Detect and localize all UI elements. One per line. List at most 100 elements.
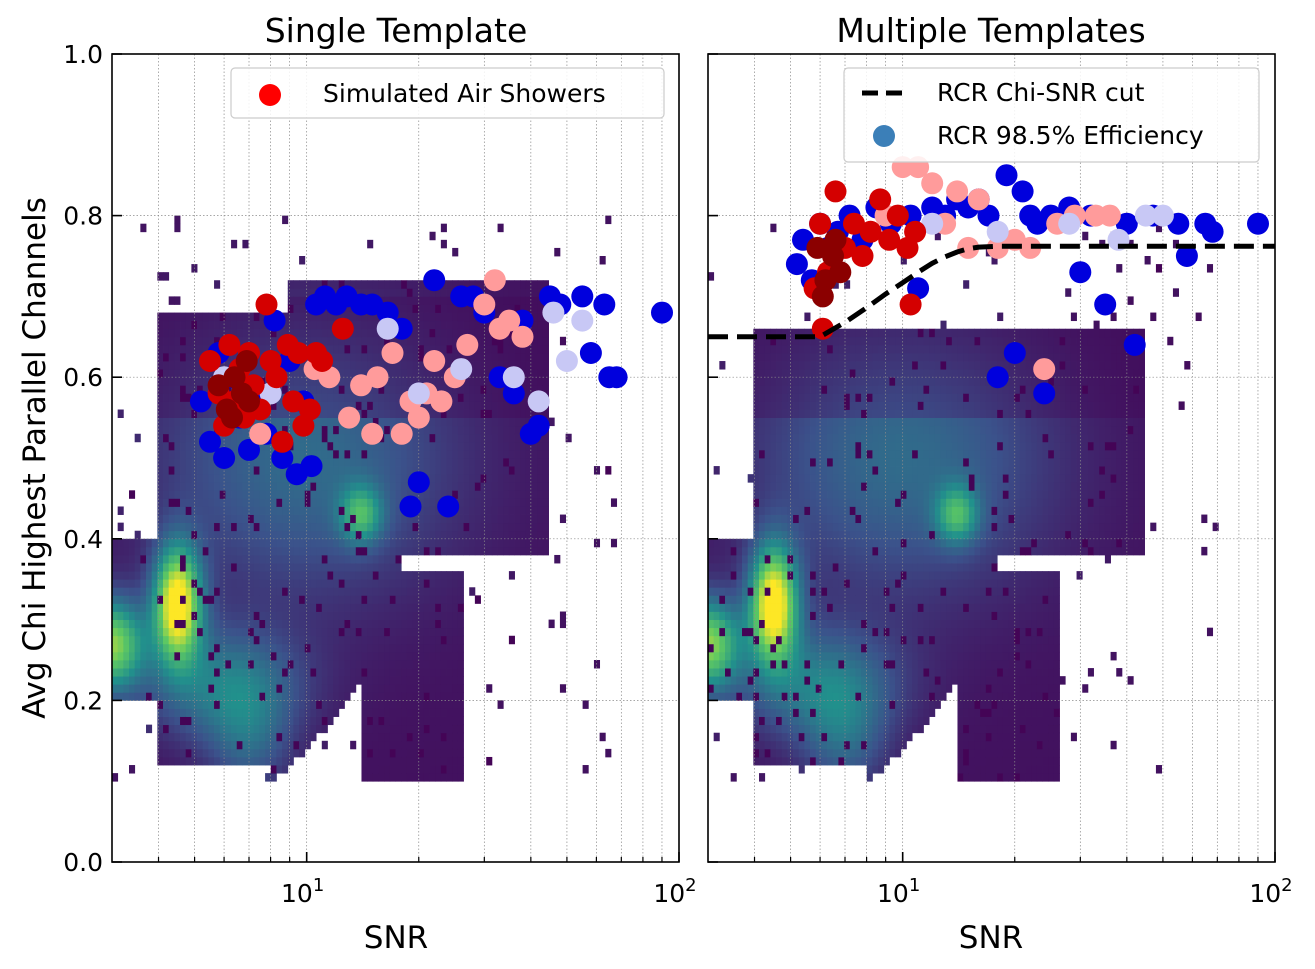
heatmap-cell — [378, 748, 385, 758]
heatmap-cell — [265, 595, 272, 604]
heatmap-cell — [832, 490, 839, 499]
heatmap-cell — [514, 425, 521, 435]
heatmap-cell — [429, 312, 436, 322]
data-point — [651, 301, 673, 324]
heatmap-cell — [259, 458, 266, 467]
heatmap-cell — [747, 676, 754, 685]
heatmap-cell — [197, 385, 204, 394]
heatmap-cell — [327, 530, 334, 540]
heatmap-cell — [276, 619, 283, 629]
heatmap-cell — [304, 385, 311, 394]
heatmap-cell — [753, 506, 760, 515]
heatmap-cell — [793, 498, 800, 507]
heatmap-cell — [418, 692, 425, 701]
heatmap-cell — [412, 748, 419, 758]
heatmap-cell — [112, 587, 119, 596]
heatmap-cell — [208, 498, 215, 507]
heatmap-cell — [708, 611, 715, 620]
heatmap-cell — [197, 635, 204, 645]
heatmap-cell — [821, 684, 828, 693]
heatmap-cell — [304, 732, 311, 742]
heatmap-cell — [480, 401, 487, 410]
heatmap-cell — [202, 651, 209, 661]
heatmap-cell — [764, 530, 771, 540]
panel-multiple-templates: Multiple Templates 101 102 SNR RCR Chi-SN… — [707, 11, 1293, 956]
heatmap-cell — [446, 668, 453, 677]
heatmap-cell — [287, 676, 294, 685]
heatmap-cell — [236, 668, 243, 677]
heatmap-cell — [293, 409, 300, 418]
heatmap-cell — [208, 700, 215, 709]
heatmap-cell — [151, 587, 158, 596]
heatmap-cell — [753, 668, 760, 677]
heatmap-cell — [753, 579, 760, 588]
heatmap-cell — [157, 336, 164, 346]
heatmap-cell — [197, 740, 204, 750]
heatmap-cell — [815, 409, 822, 418]
heatmap-cell — [486, 352, 493, 362]
heatmap-cell — [253, 627, 260, 637]
heatmap-cell — [259, 320, 266, 330]
heatmap-cell — [821, 482, 828, 491]
heatmap-cell — [742, 563, 749, 572]
heatmap-cell — [157, 482, 164, 491]
heatmap-cell — [287, 627, 294, 637]
heatmap-cell — [197, 458, 204, 467]
heatmap-cell — [838, 724, 845, 734]
heatmap-cell — [827, 514, 834, 524]
heatmap-cell — [219, 660, 226, 669]
heatmap-cell — [208, 474, 215, 483]
heatmap-cell — [197, 684, 204, 693]
heatmap-cell — [810, 724, 817, 734]
heatmap-cell — [491, 344, 498, 354]
heatmap-cell — [776, 643, 783, 653]
heatmap-cell — [440, 530, 447, 540]
heatmap-cell — [253, 643, 260, 653]
heatmap-cell — [253, 538, 260, 548]
heatmap-cell — [344, 603, 351, 612]
heatmap-cell — [367, 563, 374, 572]
heatmap-cell — [185, 312, 192, 322]
heatmap-cell — [333, 595, 340, 604]
heatmap-cell — [395, 538, 402, 548]
heatmap-cell — [384, 708, 391, 717]
heatmap-cell — [202, 579, 209, 588]
heatmap-cell — [242, 595, 249, 604]
heatmap-cell — [248, 619, 255, 629]
heatmap-cell — [815, 676, 822, 685]
heatmap-cell — [747, 660, 754, 669]
heatmap-cell — [719, 692, 726, 701]
heatmap-cell — [429, 724, 436, 734]
heatmap-cell — [333, 280, 340, 289]
heatmap-cell — [787, 538, 794, 548]
heatmap-cell — [804, 417, 811, 427]
heatmap-cell — [168, 401, 175, 410]
heatmap-cell — [367, 611, 374, 620]
heatmap-cell — [185, 643, 192, 653]
heatmap-cell — [418, 522, 425, 532]
heatmap-cell — [197, 538, 204, 548]
heatmap-cell — [282, 417, 289, 427]
heatmap-cell — [401, 765, 408, 774]
heatmap-cell — [236, 425, 243, 435]
heatmap-cell — [798, 579, 805, 588]
heatmap-cell — [446, 530, 453, 540]
heatmap-cell — [321, 417, 328, 427]
heatmap-cell — [208, 328, 215, 338]
heatmap-cell — [793, 409, 800, 418]
heatmap-cell — [304, 700, 311, 709]
heatmap-cell — [282, 692, 289, 701]
heatmap-cell — [157, 272, 164, 281]
heatmap-cell — [781, 668, 788, 677]
heatmap-cell — [423, 530, 430, 540]
heatmap-cell — [270, 595, 277, 604]
heatmap-cell — [457, 708, 464, 717]
heatmap-cell — [810, 433, 817, 443]
heatmap-cell — [299, 676, 306, 685]
heatmap-cell — [293, 595, 300, 604]
heatmap-cell — [446, 700, 453, 709]
heatmap-cell — [355, 595, 362, 604]
heatmap-cell — [474, 490, 481, 499]
heatmap-cell — [293, 732, 300, 742]
data-point — [390, 422, 413, 445]
